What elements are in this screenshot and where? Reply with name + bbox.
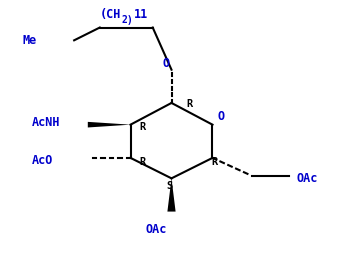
- Text: 2): 2): [122, 15, 134, 25]
- Text: O: O: [163, 57, 170, 70]
- Text: OAc: OAc: [296, 172, 318, 185]
- Text: O: O: [217, 111, 225, 124]
- Text: S: S: [166, 181, 172, 191]
- Text: R: R: [212, 157, 218, 167]
- Text: 11: 11: [134, 8, 148, 21]
- Polygon shape: [167, 178, 176, 212]
- Text: (CH: (CH: [100, 8, 121, 21]
- Text: R: R: [187, 99, 193, 109]
- Polygon shape: [88, 122, 130, 127]
- Text: Me: Me: [23, 34, 37, 47]
- Text: R: R: [139, 122, 145, 132]
- Text: OAc: OAc: [145, 223, 167, 236]
- Text: AcNH: AcNH: [32, 116, 60, 128]
- Text: AcO: AcO: [32, 154, 53, 167]
- Text: R: R: [139, 157, 145, 167]
